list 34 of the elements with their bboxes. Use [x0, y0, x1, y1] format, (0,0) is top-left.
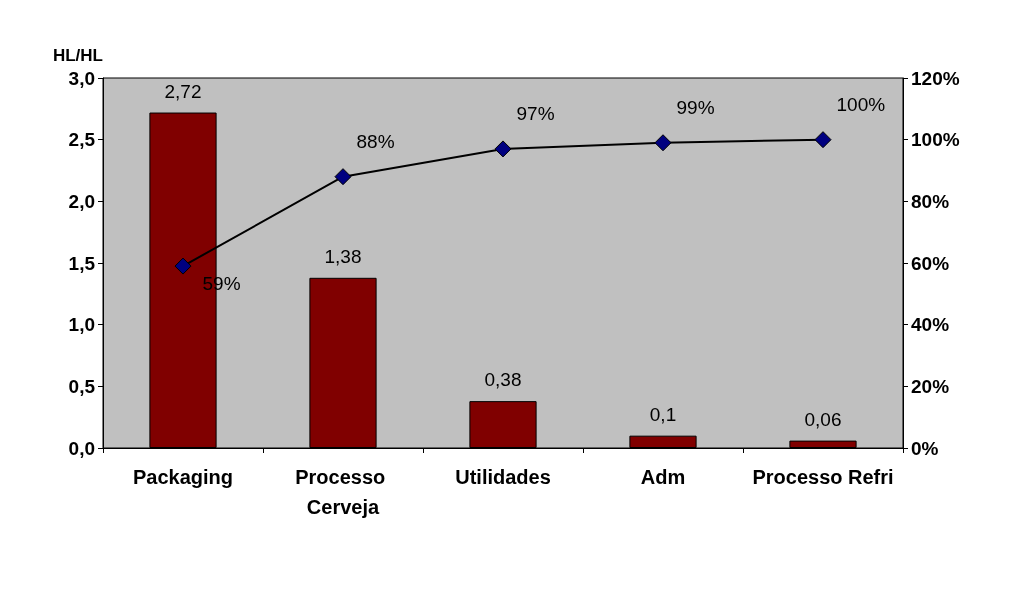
data-label: 99%: [676, 97, 715, 119]
point: [654, 134, 672, 152]
x-tick-label: Processo Refri: [752, 466, 894, 488]
y-tick-label: 2,0: [68, 190, 95, 212]
data-label: 88%: [356, 131, 395, 153]
y2-tick-label: 120%: [911, 67, 960, 89]
x-tick-label: Utilidades: [455, 466, 551, 488]
point: [334, 168, 352, 186]
y-tick-label: 0,5: [68, 375, 96, 397]
data-label: 1,38: [324, 245, 362, 267]
y-tick-label: 1,5: [68, 252, 96, 274]
x-tick-label: Adm: [640, 466, 686, 488]
data-label: 2,72: [164, 80, 202, 102]
y-tick-label: 3,0: [68, 67, 95, 89]
x-tick-label: Processo Cerveja: [295, 466, 391, 518]
y-tick-label: 0,0: [68, 437, 95, 459]
point: [174, 257, 192, 275]
point: [494, 140, 512, 158]
data-label: 0,38: [484, 369, 522, 391]
y2-tick-label: 0%: [911, 437, 939, 459]
y2-tick-label: 60%: [911, 252, 950, 274]
y2-tick-label: 20%: [911, 375, 950, 397]
y2-tick-label: 80%: [911, 190, 950, 212]
data-label: 97%: [516, 103, 555, 125]
y-axis-title: HL/HL: [52, 46, 103, 65]
y2-tick-label: 40%: [911, 314, 950, 336]
data-label: 100%: [836, 94, 886, 116]
data-label: 0,1: [649, 403, 677, 425]
x-tick-label: Packaging: [132, 466, 234, 488]
y-tick-label: 1,0: [68, 314, 95, 336]
y-tick-label: 2,5: [68, 129, 96, 151]
data-label: 0,06: [804, 408, 842, 430]
y2-tick-label: 100%: [911, 129, 960, 151]
point: [814, 131, 832, 149]
